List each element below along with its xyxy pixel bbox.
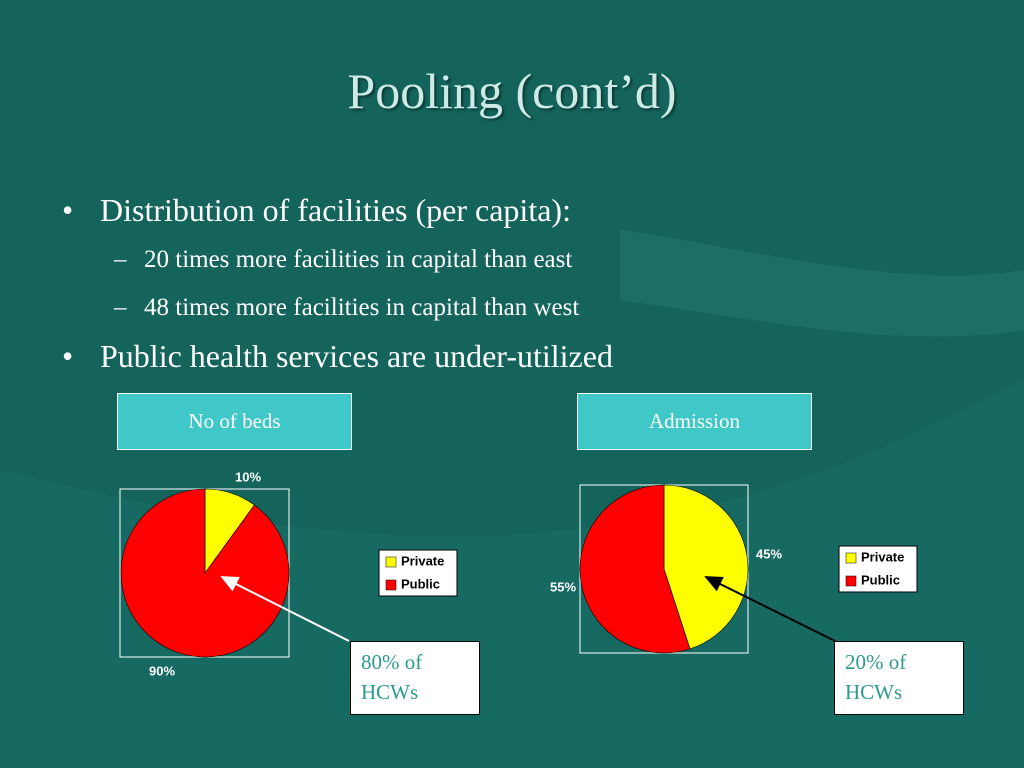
bullet-dot: • <box>62 192 74 228</box>
note-line: HCWs <box>845 680 903 704</box>
pie-slice-public <box>120 488 290 658</box>
bullet-list: • Distribution of facilities (per capita… <box>62 192 1002 388</box>
legend-swatch <box>385 556 397 568</box>
callout-arrow <box>704 576 836 642</box>
note-line: HCWs <box>361 680 419 704</box>
sub-bullet-item: – 48 times more facilities in capital th… <box>62 290 1002 338</box>
legend-swatch <box>385 579 397 591</box>
note-line: 20% of <box>845 650 907 674</box>
legend-swatch <box>845 552 857 564</box>
hcw-note-right: 20% of HCWs <box>834 641 964 715</box>
legend-label: Private <box>861 549 904 564</box>
pie-data-label: 10% <box>235 469 261 484</box>
pie-data-label: 45% <box>756 546 782 561</box>
pie-data-label: 90% <box>149 663 175 678</box>
bullet-dot: • <box>62 338 74 374</box>
sub-bullet-text: 48 times more facilities in capital than… <box>144 294 580 321</box>
sub-bullet-dash: – <box>114 246 127 273</box>
pie-slice-private <box>663 484 749 650</box>
bullet-text: Distribution of facilities (per capita): <box>100 192 571 228</box>
sub-bullet-item: – 20 times more facilities in capital th… <box>62 242 1002 290</box>
admission-label-box: Admission <box>577 393 812 450</box>
sub-bullet-dash: – <box>114 294 127 321</box>
legend-swatch <box>845 575 857 587</box>
note-line: 80% of <box>361 650 423 674</box>
sub-bullet-text: 20 times more facilities in capital than… <box>144 246 573 273</box>
hcw-note-left: 80% of HCWs <box>350 641 480 715</box>
beds-label-box: No of beds <box>117 393 352 450</box>
bullet-item: • Public health services are under-utili… <box>62 338 1002 388</box>
pie-data-label: 55% <box>550 579 576 594</box>
bullet-text: Public health services are under-utilize… <box>100 338 613 374</box>
callout-arrow <box>220 576 350 642</box>
pie-slice-public <box>579 484 691 654</box>
bullet-item: • Distribution of facilities (per capita… <box>62 192 1002 242</box>
slide-title: Pooling (cont’d) <box>347 63 677 119</box>
legend-label: Private <box>401 553 444 568</box>
legend-label: Public <box>401 576 440 591</box>
legend-label: Public <box>861 572 900 587</box>
